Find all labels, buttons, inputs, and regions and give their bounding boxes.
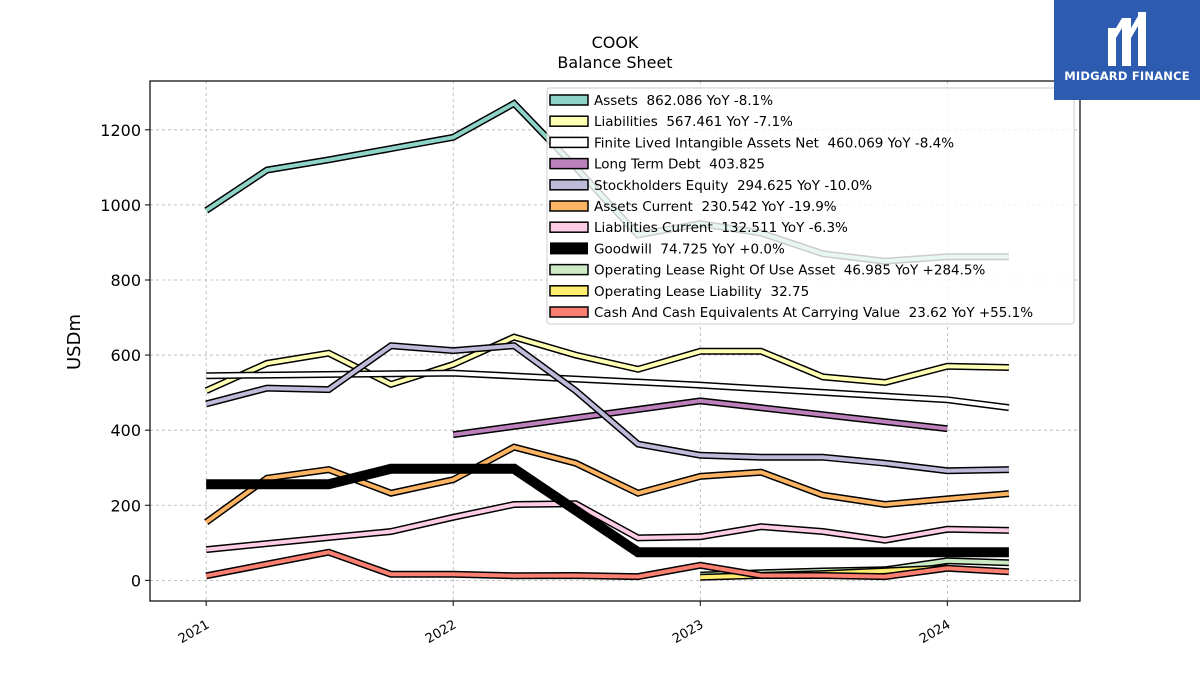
legend-swatch	[549, 157, 589, 170]
legend-entry: Operating Lease Liability 32.75	[549, 284, 809, 300]
legend-label: Stockholders Equity 294.625 YoY -10.0%	[594, 178, 872, 194]
midgard-logo-icon	[1108, 12, 1146, 66]
legend-label: Goodwill 74.725 YoY +0.0%	[594, 241, 785, 257]
legend-entry: Assets 862.086 YoY -8.1%	[549, 93, 773, 109]
x-tick-label: 2022	[423, 617, 459, 647]
x-tick-label: 2021	[176, 617, 212, 647]
legend-entry: Finite Lived Intangible Assets Net 460.0…	[549, 135, 954, 151]
y-tick-label: 600	[110, 346, 141, 365]
legend-swatch	[549, 285, 589, 297]
legend-label: Cash And Cash Equivalents At Carrying Va…	[594, 305, 1033, 321]
y-tick-label: 200	[110, 496, 141, 515]
y-tick-label: 800	[110, 271, 141, 290]
brand-logo: MIDGARD FINANCE	[1054, 0, 1200, 100]
series-line-6	[204, 443, 1010, 526]
y-axis-label: USDm	[64, 314, 85, 370]
series-line-2	[204, 333, 1009, 394]
series-line-5	[205, 342, 1009, 475]
legend-entry: Liabilities Current 132.511 YoY -6.3%	[549, 220, 848, 236]
legend-label: Liabilities 567.461 YoY -7.1%	[594, 114, 793, 130]
series-line-7	[205, 500, 1009, 554]
chart-subtitle: Balance Sheet	[557, 53, 672, 72]
x-tick-label: 2023	[670, 617, 706, 647]
legend-label: Assets 862.086 YoY -8.1%	[594, 93, 773, 109]
legend-swatch	[549, 263, 589, 276]
legend-entry: Stockholders Equity 294.625 YoY -10.0%	[549, 178, 872, 194]
x-tick-label: 2024	[917, 617, 953, 647]
series-line-4	[452, 397, 948, 439]
chart-title: COOK	[592, 33, 639, 52]
legend-box	[546, 87, 1075, 325]
series-line-11	[205, 548, 1010, 581]
legend-swatch	[549, 179, 589, 191]
legend-entry: Liabilities 567.461 YoY -7.1%	[549, 114, 793, 130]
legend-swatch	[549, 115, 589, 127]
legend: Assets 862.086 YoY -8.1% Liabilities 567.…	[546, 87, 1075, 325]
legend-swatch	[549, 200, 589, 212]
legend-entry: Operating Lease Right Of Use Asset 46.98…	[549, 263, 986, 279]
y-tick-label: 0	[131, 571, 141, 590]
legend-label: Operating Lease Liability 32.75	[594, 284, 809, 300]
series-line-3	[206, 369, 1010, 412]
legend-entry: Assets Current 230.542 YoY -19.9%	[549, 199, 837, 215]
y-tick-label: 1000	[100, 196, 141, 215]
legend-label: Long Term Debt 403.825	[594, 157, 765, 173]
legend-label: Operating Lease Right Of Use Asset 46.98…	[594, 263, 986, 279]
legend-entry: Cash And Cash Equivalents At Carrying Va…	[549, 305, 1033, 321]
plot-frame	[149, 80, 1081, 602]
legend-swatch	[549, 136, 589, 149]
series-line-8	[206, 463, 1009, 558]
y-tick-label: 1200	[100, 121, 141, 140]
legend-label: Finite Lived Intangible Assets Net 460.0…	[594, 135, 954, 151]
legend-swatch	[550, 242, 588, 255]
logo-text: MIDGARD FINANCE	[1064, 69, 1190, 83]
legend-swatch	[549, 94, 589, 106]
legend-entry: Long Term Debt 403.825	[549, 157, 765, 173]
legend-label: Assets Current 230.542 YoY -19.9%	[594, 199, 837, 215]
legend-entry: Goodwill 74.725 YoY +0.0%	[550, 241, 785, 257]
y-tick-label: 400	[110, 421, 141, 440]
legend-swatch	[549, 306, 589, 318]
legend-swatch	[549, 221, 589, 233]
legend-label: Liabilities Current 132.511 YoY -6.3%	[594, 220, 848, 236]
